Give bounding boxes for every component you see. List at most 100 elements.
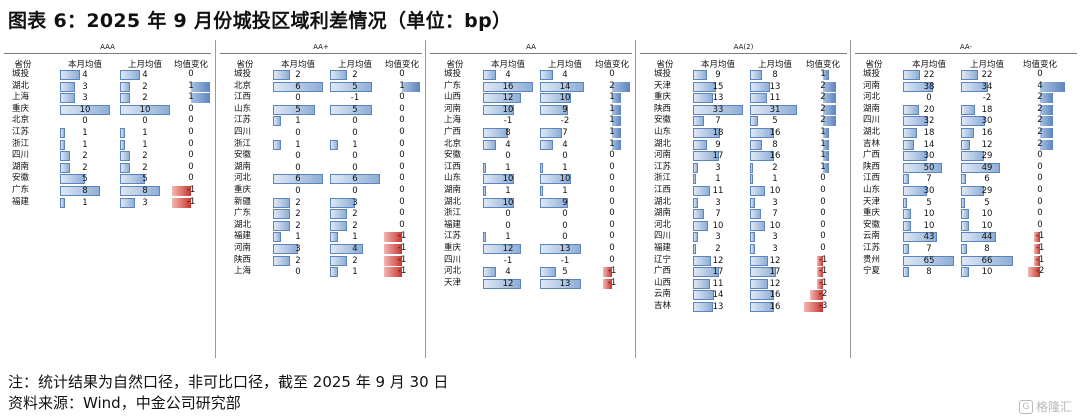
change-text: 0 bbox=[1037, 69, 1043, 79]
value-bar bbox=[330, 244, 364, 254]
change-text: -1 bbox=[607, 277, 617, 288]
negative-change-bar bbox=[804, 302, 823, 312]
value-text: 3 bbox=[772, 197, 778, 208]
value-bar bbox=[750, 197, 755, 208]
value-text: 7 bbox=[926, 244, 932, 254]
value-bar bbox=[120, 151, 130, 162]
table-row: 辽宁 12 12 -1 bbox=[636, 255, 851, 267]
positive-change-bar bbox=[612, 93, 621, 104]
value-bar bbox=[273, 116, 282, 127]
change-text: -3 bbox=[818, 301, 828, 311]
value-bar bbox=[273, 81, 323, 92]
last-month-cell: 7 bbox=[540, 128, 590, 138]
value-bar bbox=[903, 151, 927, 162]
value-bar bbox=[750, 104, 797, 115]
last-month-cell: 10 bbox=[540, 93, 590, 104]
last-month-cell: 14 bbox=[540, 81, 590, 92]
value-text: 0 bbox=[505, 151, 511, 162]
value-bar bbox=[903, 197, 907, 208]
table-row: 山东 10 10 0 bbox=[426, 173, 636, 185]
value-text: 4 bbox=[505, 267, 511, 278]
value-bar bbox=[540, 197, 569, 208]
this-month-cell: 11 bbox=[693, 278, 743, 289]
table-row: 广东 16 14 2 bbox=[426, 81, 636, 93]
province-label: 重庆 bbox=[863, 208, 881, 219]
this-month-cell: 10 bbox=[903, 220, 955, 231]
province-label: 天津 bbox=[444, 277, 462, 288]
value-text: 0 bbox=[142, 116, 148, 127]
value-text: 9 bbox=[562, 104, 568, 115]
watermark: G 格隆汇 bbox=[1018, 398, 1072, 415]
value-bar bbox=[750, 162, 754, 173]
value-text: 10 bbox=[559, 174, 571, 185]
change-cell: -1 bbox=[1013, 243, 1067, 255]
table-row: 四川 0 0 0 bbox=[216, 127, 426, 139]
value-text: 1 bbox=[82, 197, 88, 208]
last-month-cell: 13 bbox=[750, 81, 800, 92]
table-row: 四川 2 2 0 bbox=[0, 150, 215, 162]
value-text: 2 bbox=[295, 209, 301, 220]
change-text: 0 bbox=[399, 103, 405, 114]
province-label: 广东 bbox=[444, 80, 462, 91]
change-text: 0 bbox=[609, 243, 615, 253]
section-0: AAA 省份 本月均值 上月均值 均值变化 城投 4 4 0 湖北 3 2 1 上海 3 2 1 重庆 10 10 0 北… bbox=[0, 40, 215, 358]
change-cell: -1 bbox=[802, 255, 844, 267]
value-bar bbox=[273, 70, 290, 80]
this-month-cell: 3 bbox=[693, 232, 743, 243]
last-month-cell: 12 bbox=[750, 255, 800, 266]
value-bar bbox=[540, 267, 556, 278]
last-month-cell: -2 bbox=[540, 116, 590, 126]
last-month-cell: 2 bbox=[330, 209, 380, 220]
last-month-cell: 4 bbox=[120, 70, 170, 80]
value-bar bbox=[60, 197, 65, 208]
province-label: 湖北 bbox=[863, 127, 881, 137]
this-month-cell: 10 bbox=[483, 104, 533, 115]
table-row: 重庆 10 10 0 bbox=[0, 104, 215, 116]
province-label: 山东 bbox=[863, 185, 881, 195]
change-text: 0 bbox=[399, 196, 405, 207]
change-text: 0 bbox=[609, 161, 615, 172]
value-bar bbox=[961, 139, 971, 150]
change-text: 0 bbox=[1037, 173, 1043, 184]
change-text: 2 bbox=[1037, 127, 1043, 137]
value-text: 2 bbox=[295, 70, 301, 80]
section-divider bbox=[4, 53, 211, 54]
value-text: 5 bbox=[562, 267, 568, 278]
last-month-cell: 16 bbox=[750, 302, 800, 312]
value-text: 43 bbox=[923, 232, 935, 243]
change-cell: 0 bbox=[1013, 220, 1067, 232]
province-label: 山西 bbox=[444, 92, 462, 103]
value-text: 18 bbox=[712, 128, 724, 138]
change-cell: 0 bbox=[1013, 208, 1067, 220]
value-text: 5 bbox=[772, 116, 778, 127]
value-text: 2 bbox=[715, 244, 721, 254]
value-text: 16 bbox=[769, 128, 781, 138]
change-text: -1 bbox=[397, 243, 407, 253]
table-row: 浙江 1 1 0 bbox=[0, 139, 215, 151]
value-bar bbox=[330, 255, 347, 266]
value-text: -1 bbox=[350, 93, 360, 104]
positive-change-bar bbox=[1040, 81, 1065, 92]
this-month-cell: 1 bbox=[60, 139, 110, 150]
value-bar bbox=[120, 162, 130, 173]
value-text: 13 bbox=[769, 81, 781, 92]
change-text: 0 bbox=[399, 173, 405, 184]
value-text: 10 bbox=[769, 220, 781, 231]
province-label: 河北 bbox=[654, 219, 672, 230]
change-cell: 0 bbox=[802, 220, 844, 232]
last-month-cell: -1 bbox=[540, 256, 590, 266]
change-text: 0 bbox=[1037, 161, 1043, 172]
value-text: 0 bbox=[295, 93, 301, 104]
change-text: 1 bbox=[609, 103, 615, 114]
last-month-cell: 3 bbox=[120, 197, 170, 208]
value-bar bbox=[750, 174, 753, 185]
value-text: 0 bbox=[352, 151, 358, 162]
change-text: 0 bbox=[609, 208, 615, 219]
value-text: 5 bbox=[352, 104, 358, 115]
province-label: 江西 bbox=[444, 161, 462, 172]
value-bar bbox=[273, 255, 290, 266]
value-bar bbox=[60, 93, 75, 104]
value-text: 33 bbox=[712, 104, 724, 115]
value-bar bbox=[693, 267, 719, 278]
value-text: 1 bbox=[562, 162, 568, 173]
